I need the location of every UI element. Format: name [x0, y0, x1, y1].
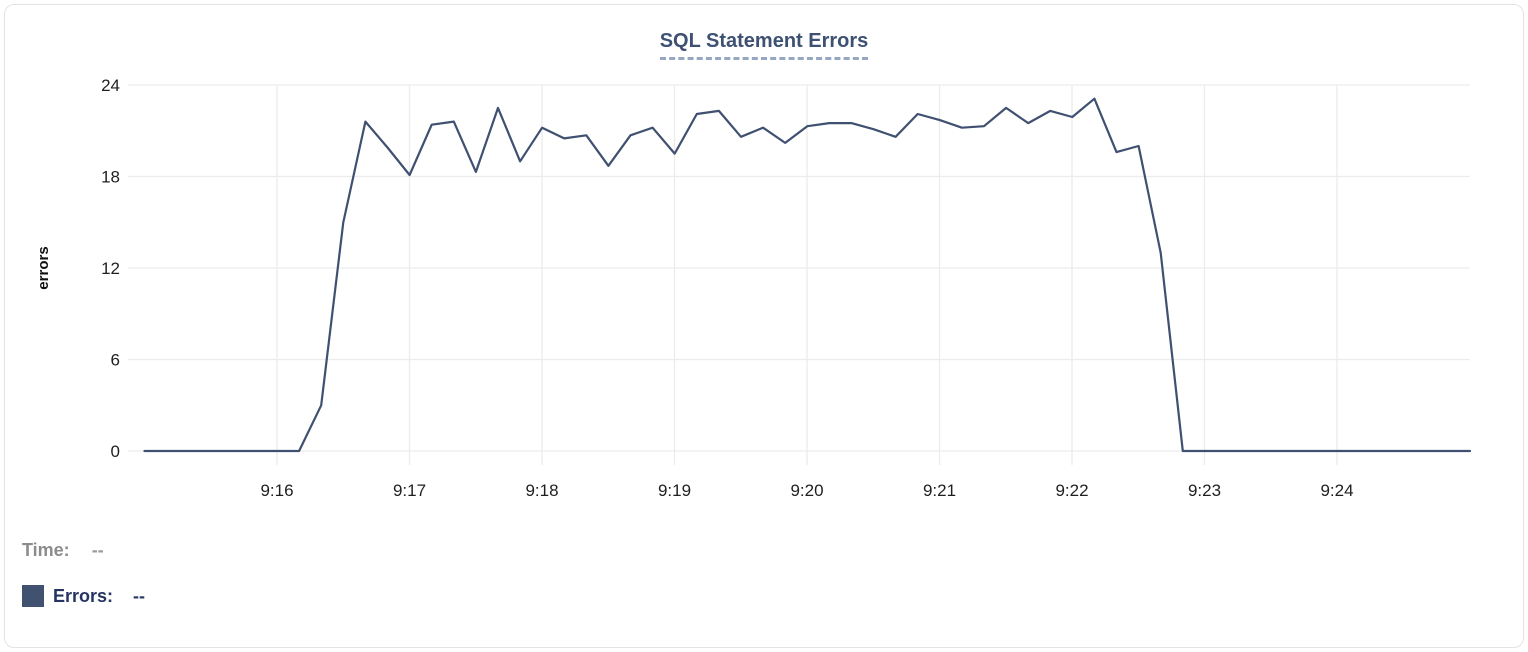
time-value: -- — [91, 539, 104, 560]
x-tick-label: 9:16 — [260, 481, 293, 500]
chart-title[interactable]: SQL Statement Errors — [659, 30, 869, 60]
y-tick-label: 12 — [101, 259, 120, 278]
errors-series-swatch[interactable] — [22, 585, 44, 607]
x-tick-label: 9:20 — [790, 481, 823, 500]
y-tick-label: 24 — [101, 76, 120, 95]
errors-value: -- — [133, 585, 146, 606]
errors-series-line — [143, 97, 1472, 453]
y-tick-label: 6 — [111, 351, 120, 370]
x-tick-label: 9:24 — [1320, 481, 1353, 500]
time-label: Time: — [22, 539, 70, 560]
sql-errors-line-chart[interactable]: 0 6 12 18 24 9:16 9:17 9:18 9:19 9:20 9:21 9:22 9:23… — [0, 0, 1528, 508]
y-tick-label: 18 — [101, 168, 120, 187]
x-tick-label: 9:23 — [1188, 481, 1221, 500]
chart-header: SQL Statement Errors — [0, 30, 1528, 60]
chart-legend: Time: -- Errors: -- — [22, 538, 622, 608]
errors-label[interactable]: Errors: — [53, 585, 114, 606]
x-tick-label: 9:19 — [658, 481, 691, 500]
chart-gridlines — [128, 84, 1470, 465]
x-tick-label: 9:18 — [525, 481, 558, 500]
y-tick-label: 0 — [111, 442, 120, 461]
axis-tick-labels: 0 6 12 18 24 9:16 9:17 9:18 9:19 9:20 9:21 9:22 9:23… — [101, 76, 1353, 500]
errors-series — [143, 97, 1472, 453]
legend-errors-row[interactable]: Errors: -- — [22, 584, 622, 608]
legend-time-row: Time: -- — [22, 538, 622, 562]
x-tick-label: 9:22 — [1055, 481, 1088, 500]
x-tick-label: 9:21 — [923, 481, 956, 500]
y-axis-title: errors — [35, 246, 52, 289]
x-tick-label: 9:17 — [393, 481, 426, 500]
